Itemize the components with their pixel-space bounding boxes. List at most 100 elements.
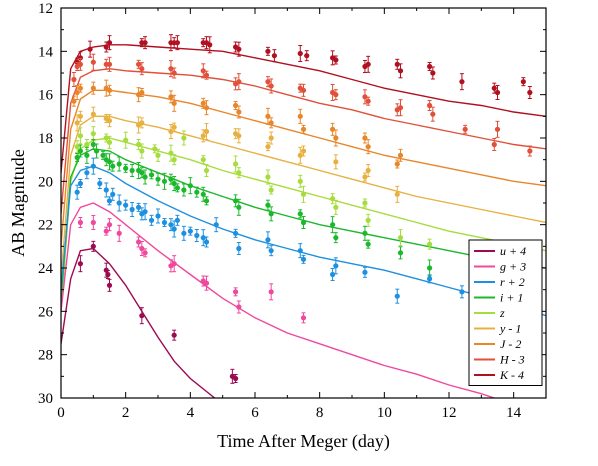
data-point [181, 130, 187, 146]
data-marker [161, 178, 168, 184]
data-marker [233, 375, 239, 382]
data-point [116, 194, 122, 212]
data-marker [333, 135, 339, 141]
data-point [427, 62, 433, 71]
data-marker [203, 239, 210, 245]
data-marker [106, 222, 113, 228]
legend-entry: y - 1 [474, 322, 521, 336]
x-axis-label: Time After Meger (day) [217, 431, 390, 452]
data-point [168, 124, 174, 139]
data-marker [148, 172, 155, 178]
data-marker [105, 271, 111, 278]
data-point [74, 85, 80, 100]
data-point [142, 248, 148, 258]
legend-label: J - 2 [500, 337, 521, 351]
data-point [233, 155, 239, 173]
data-point [106, 35, 113, 51]
data-marker [365, 144, 371, 150]
data-point [106, 114, 113, 128]
data-marker [397, 235, 404, 241]
data-marker [233, 161, 239, 167]
data-marker [77, 61, 83, 67]
data-marker [136, 204, 142, 210]
data-marker [181, 230, 187, 236]
data-point [207, 36, 213, 54]
data-point [155, 172, 161, 186]
legend-entry: r + 2 [474, 275, 525, 289]
data-marker [106, 282, 113, 288]
data-marker [77, 133, 83, 139]
data-marker [84, 170, 90, 176]
data-point [397, 99, 404, 117]
data-marker [233, 102, 239, 109]
data-point [330, 193, 336, 205]
data-marker [106, 118, 113, 124]
data-point [300, 83, 307, 97]
data-marker [333, 159, 339, 165]
model-curve-8 [61, 247, 216, 398]
data-point [491, 138, 497, 151]
data-marker [171, 261, 177, 267]
data-point [77, 83, 83, 93]
data-point [203, 275, 210, 291]
data-marker [90, 111, 96, 117]
data-point [333, 129, 339, 147]
data-point [297, 146, 303, 164]
data-marker [200, 191, 206, 197]
data-point [300, 185, 307, 203]
data-point [171, 94, 177, 112]
data-point [77, 217, 83, 228]
data-point [74, 62, 80, 71]
data-marker [171, 180, 177, 187]
data-point [333, 232, 339, 244]
model-curve-7 [61, 202, 497, 398]
data-point [236, 198, 242, 216]
data-marker [297, 211, 303, 217]
data-marker [161, 219, 168, 226]
data-point [171, 329, 177, 341]
data-point [362, 198, 368, 208]
x-tick-label: 14 [506, 405, 522, 421]
data-point [171, 255, 177, 273]
data-point [300, 312, 307, 324]
data-marker [265, 237, 271, 243]
data-marker [394, 293, 400, 299]
data-marker [268, 83, 274, 89]
data-marker [397, 68, 404, 74]
data-marker [520, 79, 526, 85]
data-marker [203, 105, 210, 111]
data-point [171, 154, 177, 166]
data-point [459, 73, 465, 91]
data-point [194, 186, 200, 198]
data-marker [171, 124, 177, 130]
data-marker [427, 265, 433, 271]
y-tick-label: 12 [38, 1, 53, 17]
data-marker [394, 161, 400, 167]
data-marker [148, 217, 155, 223]
data-marker [300, 126, 307, 132]
data-point [397, 148, 404, 162]
data-marker [142, 40, 148, 46]
data-point [139, 167, 145, 179]
data-marker [106, 40, 113, 46]
data-marker [362, 94, 368, 100]
data-marker [142, 250, 148, 256]
data-point [187, 226, 193, 236]
data-marker [236, 204, 242, 210]
data-marker [362, 200, 368, 206]
legend-label: K - 4 [499, 368, 524, 382]
data-point [300, 216, 307, 229]
data-point [265, 199, 271, 211]
data-marker [123, 202, 129, 208]
data-marker [365, 241, 371, 247]
data-marker [129, 206, 135, 213]
data-point [90, 215, 96, 230]
y-tick-label: 18 [38, 131, 53, 147]
data-point [297, 209, 303, 219]
legend: u + 4 g + 3r + 2 i + 1z y - 1J - 2 H - 3K - … [468, 239, 543, 386]
y-tick-label: 14 [38, 44, 54, 60]
legend-label: g + 3 [500, 260, 526, 274]
legend-label: H - 3 [499, 353, 525, 367]
x-tick-label: 2 [122, 405, 130, 421]
data-point [106, 84, 113, 96]
